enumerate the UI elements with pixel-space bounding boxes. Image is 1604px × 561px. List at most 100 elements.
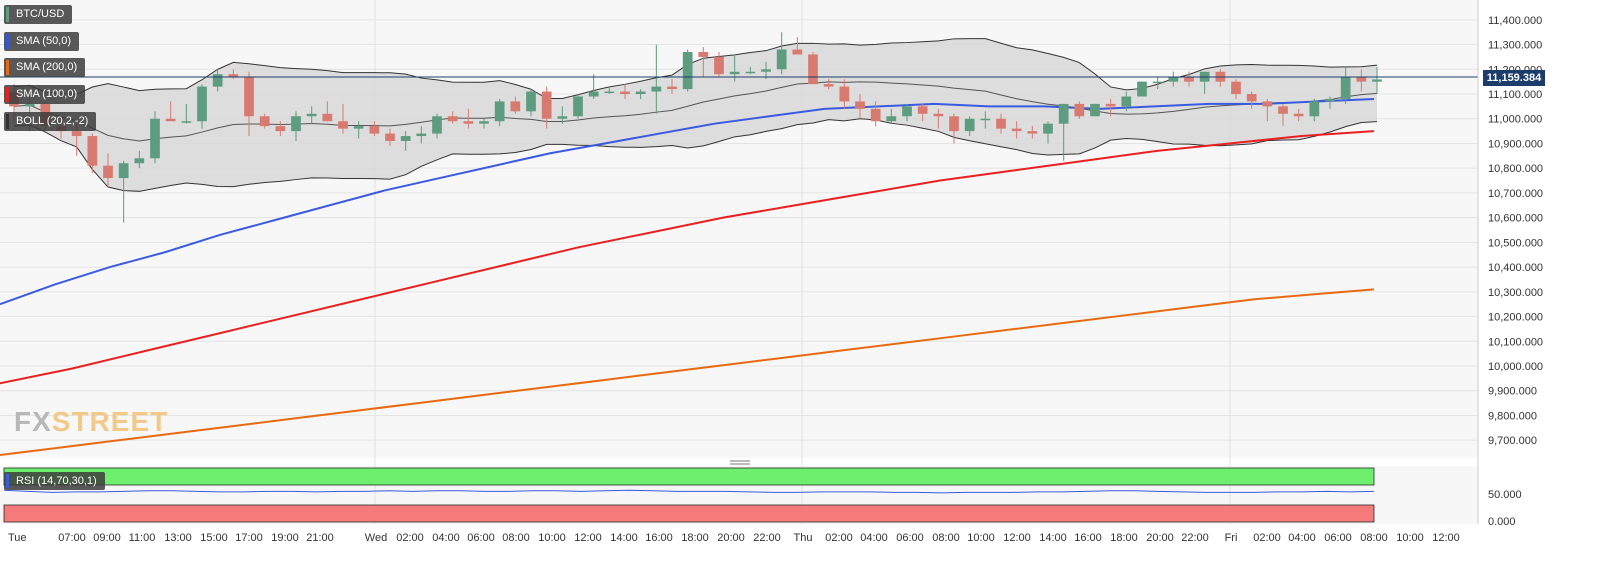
legend-swatch (6, 7, 9, 22)
legend-symbol[interactable]: BTC/USD (4, 5, 73, 24)
y-tick-label: 11,100.000 (1488, 89, 1542, 101)
candle-up (1121, 96, 1132, 107)
legend-sma100[interactable]: SMA (100,0) (4, 85, 86, 104)
x-tick-label: 04:00 (432, 532, 460, 544)
rsi-tick-label: 50.000 (1488, 489, 1522, 501)
candle-down (385, 133, 395, 141)
candle-up (118, 163, 129, 179)
panel-resize-handle[interactable] (730, 460, 750, 465)
candle-up (776, 49, 787, 70)
x-tick-label: Tue (8, 532, 27, 544)
sma100-line (0, 130, 1375, 385)
rsi-oversold-zone (3, 504, 1375, 523)
y-tick-label: 9,800.000 (1488, 410, 1537, 422)
x-tick-label: 10:00 (1396, 532, 1424, 544)
candle-down (463, 121, 474, 124)
legend-sma200[interactable]: SMA (200,0) (4, 58, 86, 77)
legend-boll[interactable]: BOLL (20,2,-2) (4, 112, 97, 131)
legend-sma200-label: SMA (200,0) (16, 61, 78, 73)
y-tick-label: 10,700.000 (1488, 188, 1543, 200)
x-tick-label: Wed (365, 532, 387, 544)
candle-up (1325, 98, 1335, 102)
candle-up (1090, 103, 1100, 117)
candle-down (1074, 103, 1085, 117)
x-tick-label: 14:00 (1039, 532, 1067, 544)
candle-down (855, 101, 865, 109)
y-tick-label: 11,000.000 (1488, 114, 1542, 126)
rsi-legend[interactable]: RSI (14,70,30,1) (4, 472, 105, 490)
candle-down (808, 54, 818, 85)
x-tick-label: 18:00 (1110, 532, 1138, 544)
candle-up (557, 116, 568, 119)
candle-down (933, 113, 944, 117)
x-tick-label: 14:00 (610, 532, 638, 544)
candle-down (275, 126, 286, 132)
x-tick-label: 04:00 (860, 532, 888, 544)
candle-down (714, 56, 724, 75)
candle-up (761, 69, 771, 72)
rsi-overbought-zone (3, 467, 1375, 486)
y-tick-label: 10,800.000 (1488, 163, 1543, 175)
y-tick-label: 10,600.000 (1488, 213, 1543, 225)
candle-up (479, 121, 489, 124)
candle-up (604, 91, 615, 94)
candle-down (244, 76, 254, 117)
candle-down (839, 86, 850, 102)
time-axis: Tue 07:00 09:00 11:00 13:00 15:00 17:00 19:00 21… (8, 532, 1460, 544)
legend-sma100-label: SMA (100,0) (16, 88, 78, 100)
candle-down (870, 108, 881, 122)
x-tick-label: 11:00 (129, 532, 156, 544)
candle-down (228, 74, 239, 77)
candle-up (432, 116, 442, 134)
x-tick-label: 20:00 (717, 532, 745, 544)
x-tick-label: 08:00 (502, 532, 530, 544)
candle-up (1340, 76, 1351, 99)
legend-swatch (6, 34, 9, 49)
candle-down (165, 118, 176, 122)
candle-up (1309, 101, 1320, 117)
x-tick-label: 04:00 (1288, 532, 1316, 544)
candle-down (322, 113, 333, 122)
logo-part-street: STREET (51, 406, 169, 437)
legend-symbol-label: BTC/USD (16, 8, 65, 20)
sma50-line (0, 97, 1375, 306)
candle-down (996, 118, 1006, 129)
candle-down (620, 91, 630, 95)
candle-up (1137, 81, 1147, 97)
logo-part-fx: FX (14, 406, 52, 437)
y-tick-label: 10,900.000 (1488, 138, 1543, 150)
x-tick-label: 16:00 (1074, 532, 1102, 544)
x-tick-label: 15:00 (200, 532, 228, 544)
x-tick-label: 06:00 (1324, 532, 1352, 544)
x-tick-label: 10:00 (967, 532, 995, 544)
rsi-line (3, 489, 1375, 494)
candle-up (150, 118, 160, 159)
legend-swatch (6, 114, 9, 129)
candle-down (1293, 113, 1304, 117)
x-tick-label: 16:00 (645, 532, 673, 544)
candle-up (306, 113, 317, 117)
y-tick-label: 9,900.000 (1488, 386, 1537, 398)
x-tick-label: 20:00 (1146, 532, 1174, 544)
candle-up (729, 71, 740, 75)
x-tick-label: Thu (794, 532, 813, 544)
x-tick-label: 19:00 (271, 532, 299, 544)
y-tick-label: 10,400.000 (1488, 262, 1543, 274)
candle-down (541, 91, 552, 119)
legend-sma50[interactable]: SMA (50,0) (4, 32, 80, 51)
x-tick-label: 02:00 (825, 532, 853, 544)
candle-up (745, 71, 756, 74)
last-price-badge: 11,159.384 (1483, 70, 1545, 86)
candle-up (573, 96, 583, 117)
x-tick-label: 08:00 (1360, 532, 1388, 544)
x-tick-label: 10:00 (538, 532, 566, 544)
y-tick-label: 10,100.000 (1488, 336, 1543, 348)
sma-lines (0, 97, 1375, 456)
x-tick-label: 18:00 (681, 532, 709, 544)
bollinger-middle (13, 81, 1378, 142)
candle-down (698, 51, 709, 57)
candle-down (1027, 131, 1038, 134)
bollinger-lower (13, 118, 1378, 192)
x-tick-label: 09:00 (93, 532, 121, 544)
candle-down (338, 121, 348, 129)
